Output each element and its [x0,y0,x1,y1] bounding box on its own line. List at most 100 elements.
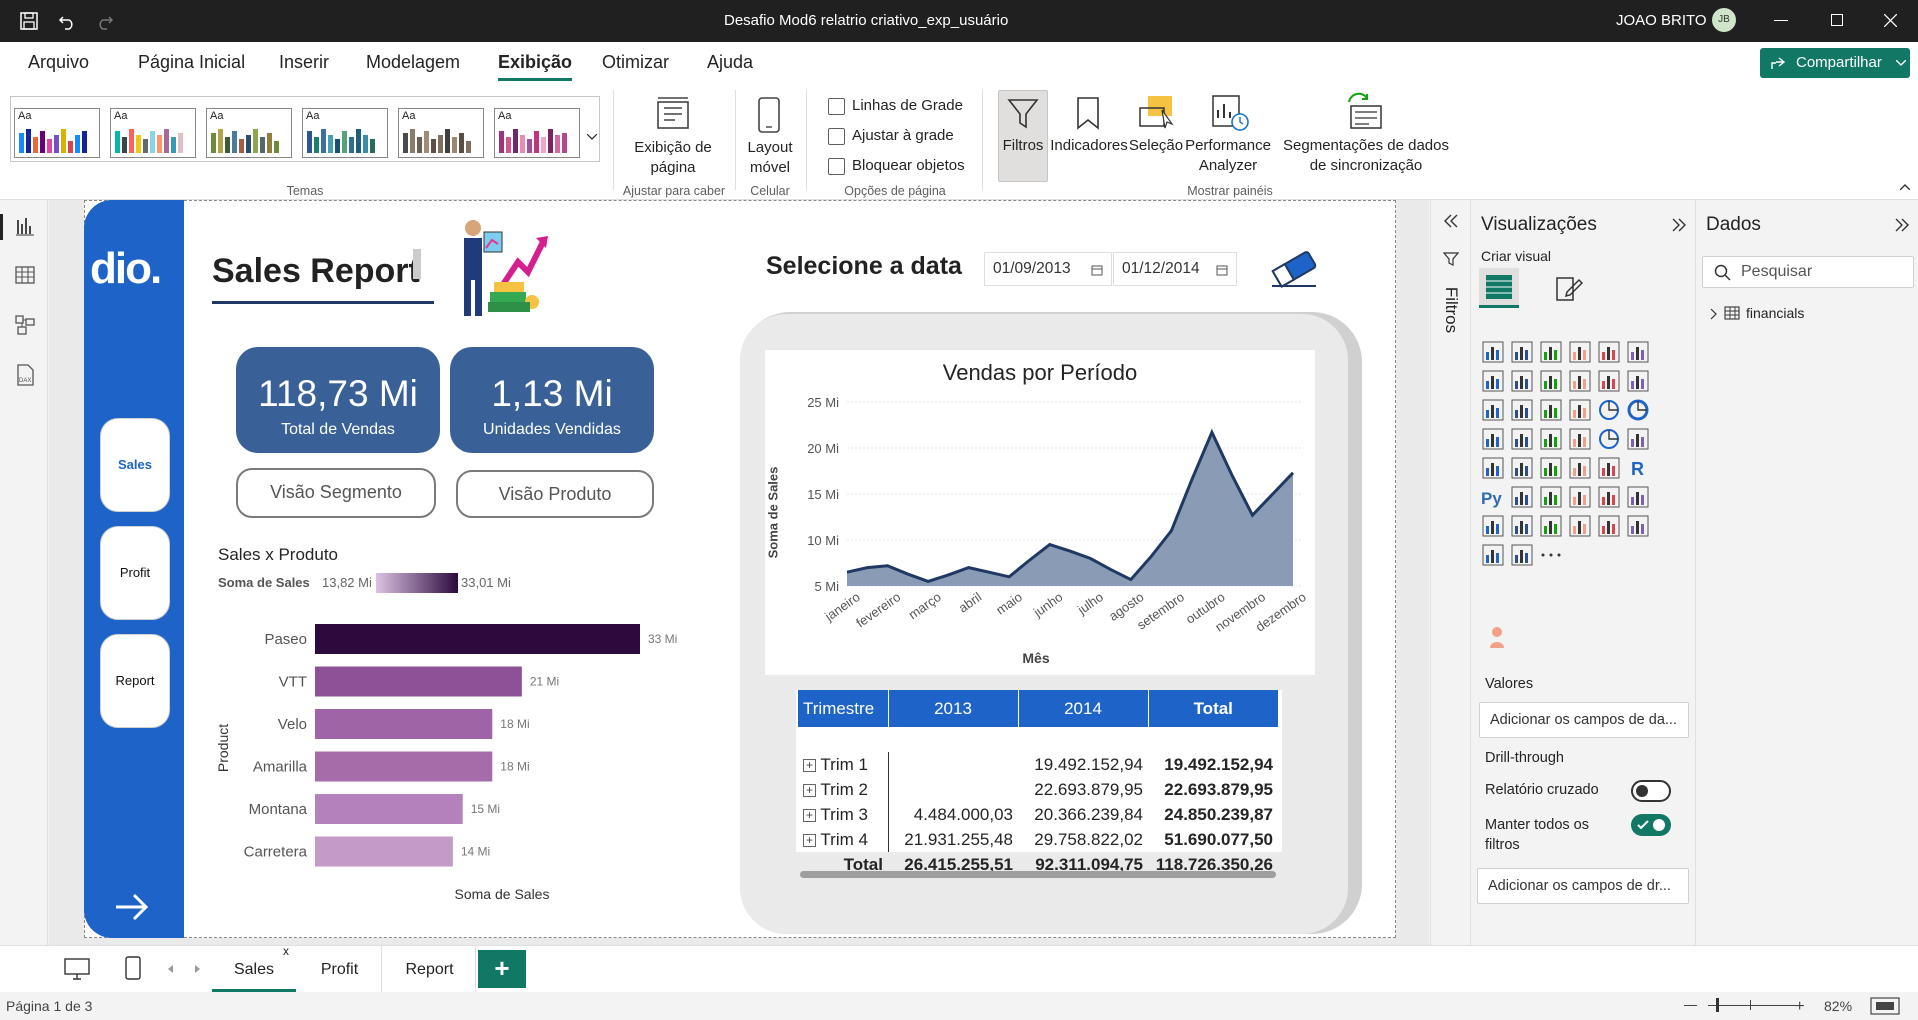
paginated-icon[interactable] [1481,514,1505,538]
gridlines-checkbox[interactable] [828,98,845,115]
clustered-column-icon[interactable] [1568,340,1592,364]
matrix-header-2014[interactable]: 2014 [1018,690,1149,727]
tab-sales[interactable]: Sales [212,946,296,993]
map-icon[interactable] [1510,427,1534,451]
format-visual-icon[interactable] [1553,274,1583,304]
ai-visual-icon[interactable] [1487,626,1507,650]
theme-3[interactable]: Aa [206,108,292,158]
key-influencers-icon[interactable] [1510,485,1534,509]
values-drop-field[interactable]: Adicionar os campos de da... [1479,702,1689,738]
bar[interactable] [315,666,522,697]
menu-ajuda[interactable]: Ajuda [707,52,754,72]
collapse-right-icon[interactable] [1894,218,1910,232]
selection-icon[interactable] [1138,94,1178,130]
theme-4[interactable]: Aa [302,108,388,158]
performance-analyzer-icon[interactable] [1210,94,1250,132]
gauge-icon[interactable] [1597,427,1621,451]
powerbi-icon[interactable] [1481,543,1505,567]
area-chart-icon[interactable] [1510,369,1534,393]
new-card-icon[interactable] [1510,514,1534,538]
scatter-icon[interactable] [1568,398,1592,422]
line-column-icon[interactable] [1597,369,1621,393]
nav-sales-button[interactable]: Sales [100,418,170,512]
filters-pane-collapsed[interactable]: Filtros [1430,200,1470,945]
menu-exibicao[interactable]: Exibição [498,52,573,81]
tab-profit[interactable]: Profit [298,946,382,993]
power-automate-icon[interactable] [1597,514,1621,538]
donut-icon[interactable] [1626,398,1650,422]
expand-icon[interactable]: + [803,808,816,822]
mobile-layout-icon[interactable] [757,96,781,134]
azure-map-icon[interactable] [1568,427,1592,451]
drill-drop-field[interactable]: Adicionar os campos de dr... [1477,868,1689,904]
zoom-slider[interactable] [1708,1005,1804,1006]
add-page-button[interactable]: + [478,950,526,988]
theme-6[interactable]: Aa [494,108,580,158]
collapse-right-icon[interactable] [1671,218,1687,232]
new-slicer-icon[interactable] [1539,514,1563,538]
theme-1[interactable]: Aa [14,108,100,158]
desktop-layout-icon[interactable] [64,958,90,980]
100-column-icon[interactable] [1626,340,1650,364]
close-icon[interactable] [1884,14,1897,27]
themes-expand-icon[interactable] [587,134,597,140]
zoom-out-icon[interactable] [1684,1005,1697,1006]
fit-to-page-icon[interactable] [1870,997,1900,1015]
page-view-button[interactable]: Exibição de página [634,139,712,176]
waterfall-icon[interactable] [1510,398,1534,422]
stacked-area-icon[interactable] [1539,369,1563,393]
theme-5[interactable]: Aa [398,108,484,158]
menu-arquivo[interactable]: Arquivo [28,52,90,72]
bar[interactable] [315,709,493,739]
selection-label[interactable]: Seleção [1128,137,1184,154]
share-button[interactable]: Compartilhar [1760,48,1910,78]
arcgis-icon[interactable] [1510,543,1534,567]
qa-icon[interactable] [1568,485,1592,509]
expand-icon[interactable]: + [803,833,816,847]
more-visuals-icon[interactable] [1539,543,1563,567]
date-end-input[interactable]: 01/12/2014 [1113,252,1237,286]
table-view-icon[interactable] [15,266,35,284]
stacked-column-icon[interactable] [1510,340,1534,364]
nav-report-button[interactable]: Report [100,634,170,728]
line-chart-icon[interactable] [1481,369,1505,393]
tab-close-icon[interactable]: x [283,944,289,958]
matrix-icon[interactable] [1597,456,1621,480]
arrow-chevrons-icon[interactable] [1626,514,1650,538]
data-search-input[interactable]: Pesquisar [1702,256,1914,288]
power-apps-icon[interactable] [1568,514,1592,538]
report-view-icon[interactable] [15,216,35,236]
model-view-icon[interactable] [15,315,35,335]
kpi-icon[interactable] [1510,456,1534,480]
menu-inserir[interactable]: Inserir [279,52,330,72]
card-icon[interactable] [1626,427,1650,451]
matrix-header-total[interactable]: Total [1193,698,1233,718]
slicer-icon[interactable] [1539,456,1563,480]
funnel-icon[interactable] [1539,398,1563,422]
bar[interactable] [315,624,640,654]
product-view-button[interactable]: Visão Produto [456,470,654,518]
filters-toggle[interactable] [998,90,1048,182]
table-icon[interactable] [1568,456,1592,480]
menu-modelagem[interactable]: Modelagem [366,52,461,72]
page-view-icon[interactable] [655,96,691,132]
cross-report-toggle[interactable] [1631,780,1671,802]
python-visual-icon[interactable]: Py [1481,485,1505,509]
save-icon[interactable] [20,12,38,30]
performance-analyzer-label[interactable]: Performance Analyzer [1185,137,1271,174]
minimize-icon[interactable] [1774,20,1788,21]
date-start-input[interactable]: 01/09/2013 [984,252,1112,286]
pie-icon[interactable] [1597,398,1621,422]
expand-icon[interactable]: + [803,783,816,797]
keep-filters-toggle[interactable] [1631,814,1671,836]
stacked-bar-icon[interactable] [1481,340,1505,364]
lock-checkbox[interactable] [828,158,845,175]
snap-checkbox[interactable] [828,128,845,145]
sync-slicers-label[interactable]: Segmentações de dados de sincronização [1283,137,1449,174]
dax-query-icon[interactable]: DAX [15,364,35,386]
build-visual-tab[interactable] [1479,268,1519,308]
100-area-icon[interactable] [1568,369,1592,393]
bar[interactable] [315,751,493,782]
bookmark-icon[interactable] [1075,96,1101,130]
series-line[interactable] [846,428,1295,583]
